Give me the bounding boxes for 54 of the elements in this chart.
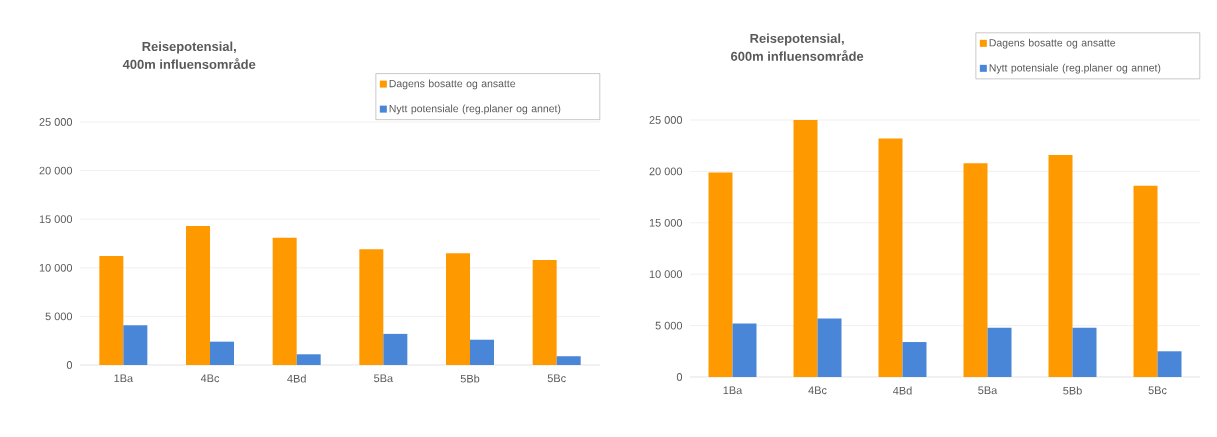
bar [532,260,557,365]
legend-label: Dagens bosatte og ansatte [389,79,516,90]
y-tick-label: 5 000 [45,312,73,321]
x-tick-label: 5Ba [374,374,394,383]
bar [446,253,471,365]
bar [186,225,211,365]
bar [123,325,148,365]
bar [272,237,297,365]
bar [1072,327,1097,377]
bar [1133,185,1158,377]
y-tick-label: 20 000 [39,166,73,175]
x-tick-label: 4Bc [808,386,827,395]
bar [817,318,842,377]
bar [878,138,903,377]
x-tick-label: 1Ba [723,386,743,395]
x-tick-label: 4Bd [287,374,306,383]
bar [987,327,1012,377]
y-tick-label: 0 [676,373,683,381]
bar [99,256,124,365]
x-tick-label: 4Bc [200,374,220,383]
legend-label: Dagens bosatte og ansatte [989,38,1116,49]
x-tick-label: 4Bd [893,386,912,395]
bar [296,354,321,365]
y-tick-label: 15 000 [39,215,73,224]
y-tick-label: 25 000 [39,118,73,126]
y-tick-label: 25 000 [649,116,683,124]
chart-title: Reisepotensial, 600m influensområde [731,33,864,61]
bar [963,163,988,377]
y-tick-label: 5 000 [655,321,683,330]
x-tick-label: 5Bb [460,374,480,383]
x-tick-label: 1Ba [114,374,134,383]
legend-label: Nytt potensiale (reg.planer og annet) [389,104,561,115]
legend-label: Nytt potensiale (reg.planer og annet) [989,63,1161,74]
bar [210,341,235,365]
bar [1048,154,1073,377]
bar [708,172,733,377]
bar [732,323,757,377]
x-tick-label: 5Bc [1148,386,1167,395]
x-tick-label: 5Bc [547,374,566,383]
bar [902,342,927,377]
y-tick-label: 10 000 [649,270,683,279]
y-tick-label: 15 000 [649,218,683,227]
y-tick-label: 10 000 [39,263,73,272]
bar [359,249,384,365]
y-tick-label: 0 [66,361,73,369]
chart-title: Reisepotensial, 400m influensområde [122,41,256,69]
bar [793,119,818,377]
x-tick-label: 5Ba [978,386,998,395]
bar [1157,351,1182,377]
bar [470,339,495,365]
y-tick-label: 20 000 [649,167,683,176]
bar [556,356,581,365]
x-tick-label: 5Bb [1063,386,1082,395]
bar [383,333,408,365]
